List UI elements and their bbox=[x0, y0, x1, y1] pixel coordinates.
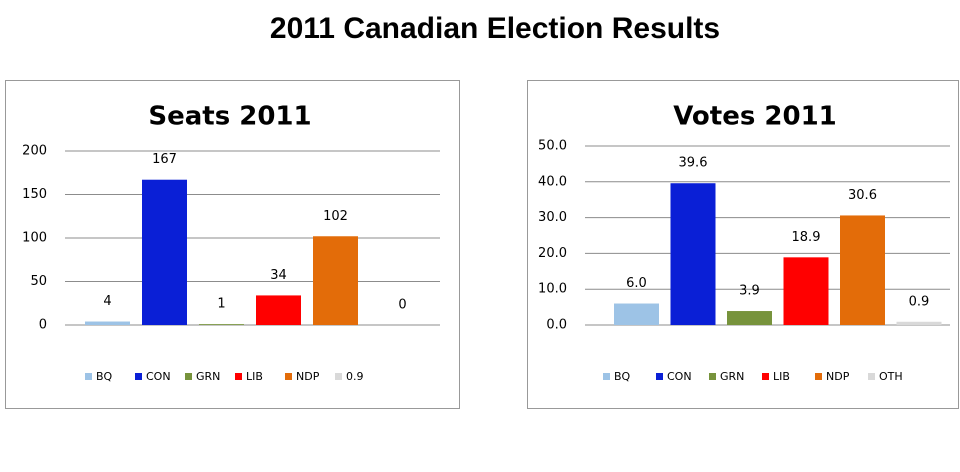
bar bbox=[142, 179, 187, 325]
bar bbox=[199, 324, 244, 325]
chart-title: Seats 2011 bbox=[148, 102, 311, 132]
y-tick-label: 40.0 bbox=[538, 174, 567, 189]
legend-swatch bbox=[285, 373, 292, 380]
legend-label: CON bbox=[146, 370, 171, 383]
bar bbox=[313, 236, 358, 325]
bar bbox=[614, 303, 659, 325]
y-tick-label: 0.0 bbox=[546, 318, 567, 333]
legend-swatch bbox=[85, 373, 92, 380]
bar bbox=[727, 311, 772, 325]
legend-swatch bbox=[656, 373, 663, 380]
data-label: 30.6 bbox=[848, 188, 877, 203]
data-label: 0 bbox=[398, 298, 406, 313]
legend-label: GRN bbox=[196, 370, 220, 383]
data-label: 6.0 bbox=[626, 276, 647, 291]
data-label: 102 bbox=[323, 209, 348, 224]
chart-frame bbox=[527, 80, 959, 409]
legend-swatch bbox=[868, 373, 875, 380]
bar bbox=[896, 321, 942, 325]
bar bbox=[783, 257, 829, 325]
y-tick-label: 0 bbox=[39, 318, 47, 333]
bar bbox=[85, 321, 130, 325]
data-label: 18.9 bbox=[792, 230, 821, 245]
data-label: 4 bbox=[103, 294, 111, 309]
legend-swatch bbox=[603, 373, 610, 380]
legend-label: LIB bbox=[773, 370, 790, 383]
legend-label: NDP bbox=[826, 370, 850, 383]
y-tick-label: 20.0 bbox=[538, 246, 567, 261]
data-label: 39.6 bbox=[679, 156, 708, 171]
legend-label: GRN bbox=[720, 370, 744, 383]
bar bbox=[670, 183, 716, 325]
y-tick-label: 30.0 bbox=[538, 210, 567, 225]
legend-label: NDP bbox=[296, 370, 320, 383]
legend-swatch bbox=[235, 373, 242, 380]
chart-title: Votes 2011 bbox=[673, 102, 837, 132]
legend-swatch bbox=[185, 373, 192, 380]
y-tick-label: 50.0 bbox=[538, 139, 567, 154]
data-label: 34 bbox=[270, 268, 287, 283]
y-tick-label: 100 bbox=[22, 231, 47, 246]
legend-swatch bbox=[335, 373, 342, 380]
data-label: 1 bbox=[217, 297, 225, 312]
legend-label: BQ bbox=[96, 370, 113, 383]
data-label: 0.9 bbox=[909, 294, 930, 309]
bar bbox=[840, 215, 885, 325]
y-tick-label: 10.0 bbox=[538, 282, 567, 297]
page-title: 2011 Canadian Election Results bbox=[270, 12, 720, 45]
data-label: 3.9 bbox=[739, 284, 760, 299]
legend-label: 0.9 bbox=[346, 370, 364, 383]
legend-swatch bbox=[815, 373, 822, 380]
legend-label: CON bbox=[667, 370, 692, 383]
legend-label: BQ bbox=[614, 370, 631, 383]
y-tick-label: 50 bbox=[30, 274, 47, 289]
y-tick-label: 150 bbox=[22, 187, 47, 202]
legend-label: LIB bbox=[246, 370, 263, 383]
legend-swatch bbox=[762, 373, 769, 380]
legend-swatch bbox=[709, 373, 716, 380]
legend-label: OTH bbox=[879, 370, 903, 383]
legend-swatch bbox=[135, 373, 142, 380]
y-tick-label: 200 bbox=[22, 144, 47, 159]
chart-frame bbox=[5, 80, 460, 409]
data-label: 167 bbox=[152, 152, 177, 167]
bar bbox=[256, 295, 301, 325]
